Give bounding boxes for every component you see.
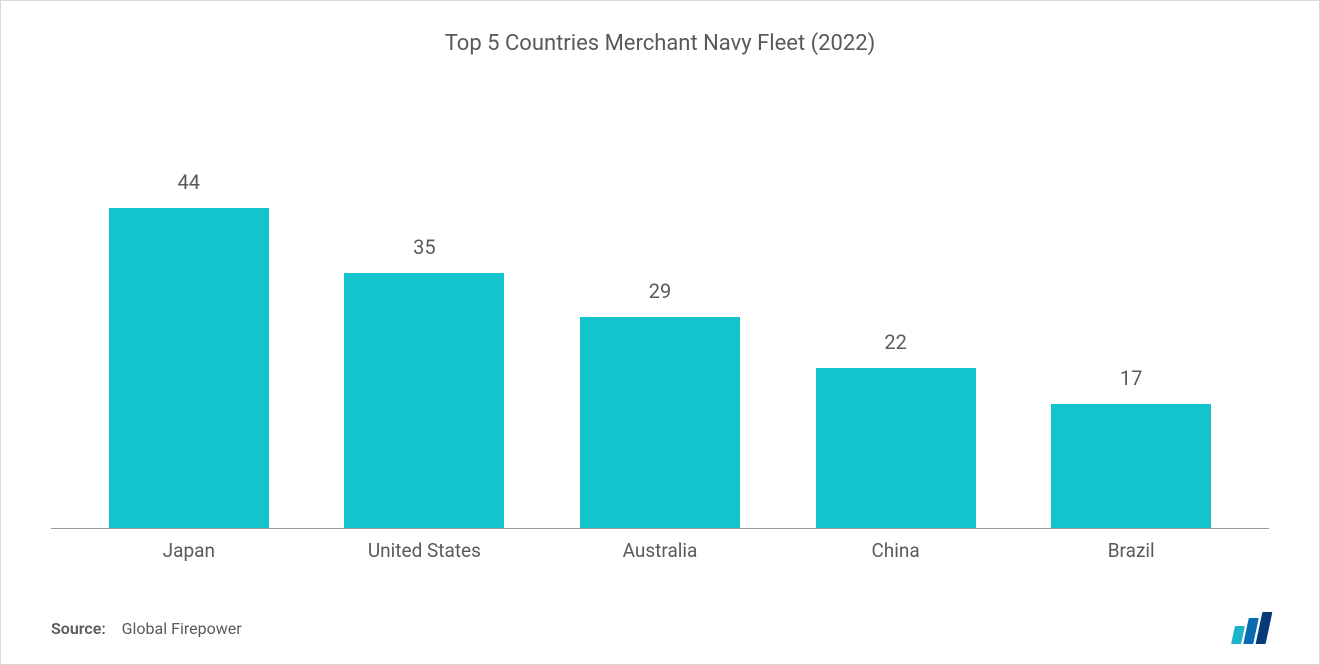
- bar-group: 22: [806, 330, 986, 528]
- mordor-logo-icon: [1233, 612, 1269, 644]
- bar: [109, 208, 269, 528]
- bar: [580, 317, 740, 528]
- chart-plot-area: 44 35 29 22 17: [51, 66, 1269, 529]
- bar-group: 29: [570, 279, 750, 528]
- bar-value-label: 35: [413, 235, 435, 259]
- bar-group: 17: [1041, 366, 1221, 528]
- source-label: Source:: [51, 619, 106, 638]
- bar-value-label: 17: [1120, 366, 1142, 390]
- source-attribution: Source: Global Firepower: [51, 619, 242, 638]
- bar: [1051, 404, 1211, 528]
- bar: [816, 368, 976, 528]
- bar-category-label: China: [806, 539, 986, 562]
- bar-group: 35: [334, 235, 514, 528]
- chart-title: Top 5 Countries Merchant Navy Fleet (202…: [51, 31, 1269, 56]
- bar: [344, 273, 504, 528]
- bar-value-label: 29: [649, 279, 671, 303]
- bar-group: 44: [99, 170, 279, 528]
- chart-footer: Source: Global Firepower: [51, 612, 1269, 644]
- bar-category-label: Brazil: [1041, 539, 1221, 562]
- bar-value-label: 44: [178, 170, 200, 194]
- chart-x-labels: Japan United States Australia China Brazil: [51, 529, 1269, 562]
- logo-bar-icon: [1256, 612, 1273, 644]
- bar-category-label: Australia: [570, 539, 750, 562]
- bar-category-label: Japan: [99, 539, 279, 562]
- bar-value-label: 22: [884, 330, 906, 354]
- bar-category-label: United States: [334, 539, 514, 562]
- source-text: Global Firepower: [122, 619, 242, 638]
- chart-container: Top 5 Countries Merchant Navy Fleet (202…: [0, 0, 1320, 665]
